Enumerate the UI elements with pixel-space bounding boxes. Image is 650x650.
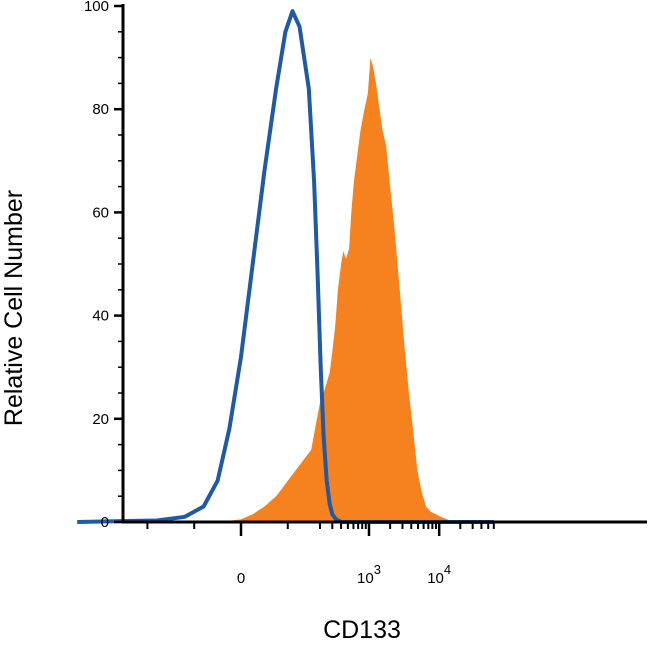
x-tick-label: 0 [237,570,245,587]
y-tick-label: 0 [101,514,109,531]
y-tick-label: 80 [92,101,109,118]
y-tick-label: 60 [92,204,109,221]
y-axis-title: Relative Cell Number [0,190,28,426]
histogram-filled-series [217,57,454,522]
x-tick-label: 103 [357,562,381,587]
axes [114,4,647,536]
histogram-outline-series [77,9,494,524]
y-tick-label: 40 [92,308,109,325]
plot-area [77,9,494,524]
x-axis-title: CD133 [323,616,401,644]
y-tick-label: 20 [92,411,109,428]
y-tick-label: 100 [84,0,109,15]
x-tick-label: 104 [427,562,451,587]
tick-labels: 0 20 40 60 80 100 0 103 104 [84,0,451,587]
